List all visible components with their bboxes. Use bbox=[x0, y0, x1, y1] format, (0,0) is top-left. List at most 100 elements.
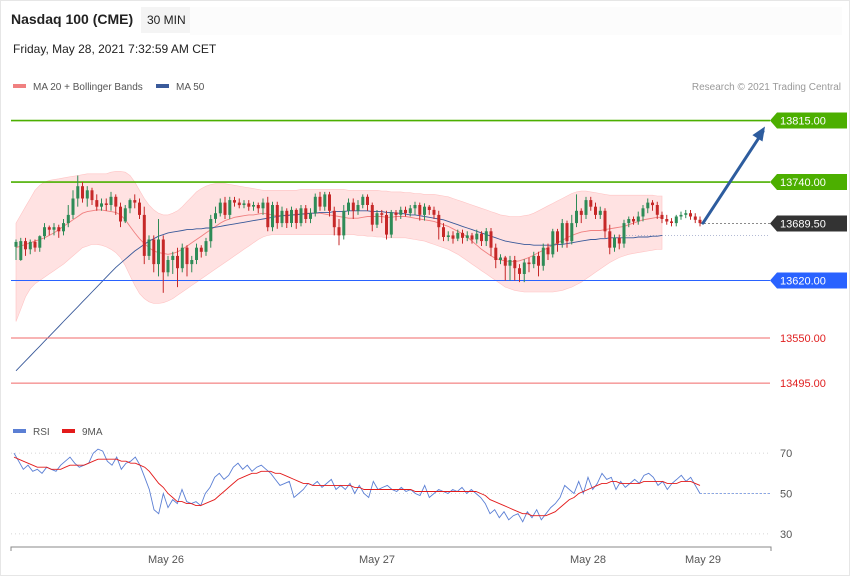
ma50-line bbox=[15, 210, 663, 372]
candle-body bbox=[579, 210, 583, 215]
rsi-ma-line bbox=[13, 456, 701, 517]
candle-body bbox=[19, 241, 23, 260]
candle bbox=[627, 216, 631, 228]
candle-body bbox=[228, 200, 232, 215]
candle-body bbox=[223, 202, 227, 215]
candle-body bbox=[138, 202, 141, 215]
candle bbox=[679, 211, 683, 220]
candle bbox=[518, 264, 521, 283]
candle-body bbox=[247, 203, 251, 207]
candle bbox=[294, 208, 298, 229]
candle bbox=[570, 214, 574, 245]
candle bbox=[427, 205, 431, 215]
candle bbox=[43, 223, 46, 240]
candle bbox=[299, 205, 303, 227]
candle-body bbox=[674, 216, 678, 224]
candle bbox=[603, 208, 607, 238]
candle-body bbox=[404, 209, 407, 214]
forecast-arrow-head bbox=[752, 126, 765, 142]
candle bbox=[527, 257, 531, 273]
candle bbox=[655, 201, 659, 219]
candle bbox=[442, 223, 445, 242]
candle bbox=[413, 201, 417, 215]
candle-body bbox=[119, 206, 122, 222]
candle bbox=[613, 234, 616, 252]
candle bbox=[665, 214, 669, 225]
candle bbox=[456, 229, 460, 242]
candle-body bbox=[551, 231, 555, 255]
candle-body bbox=[199, 247, 203, 252]
candle bbox=[698, 216, 702, 227]
support-label: 13620.00 bbox=[780, 276, 826, 288]
candle-body bbox=[57, 227, 61, 232]
candle-body bbox=[636, 216, 640, 222]
candle bbox=[537, 251, 540, 277]
candle-body bbox=[328, 194, 331, 211]
candle-body bbox=[142, 214, 146, 256]
candle bbox=[660, 211, 664, 224]
candle-body bbox=[100, 203, 103, 207]
candle-body bbox=[413, 205, 417, 209]
candle bbox=[541, 243, 545, 271]
candle bbox=[214, 206, 217, 224]
candle-body bbox=[285, 210, 289, 224]
candle bbox=[242, 200, 246, 209]
candle-body bbox=[152, 239, 156, 265]
candle-body bbox=[442, 227, 445, 237]
candle-body bbox=[418, 205, 422, 215]
candle-body bbox=[109, 196, 113, 205]
candle-body bbox=[427, 206, 431, 210]
candle-body bbox=[114, 196, 118, 207]
candle bbox=[157, 218, 160, 277]
candle-body bbox=[313, 196, 317, 214]
candle-body bbox=[437, 214, 441, 228]
candle bbox=[14, 239, 18, 260]
candle-body bbox=[190, 260, 194, 265]
candle bbox=[47, 225, 51, 236]
candle-body bbox=[304, 208, 308, 219]
candle-body bbox=[541, 247, 545, 266]
candle bbox=[522, 259, 526, 283]
moving-averages bbox=[15, 209, 663, 372]
candle bbox=[332, 206, 336, 236]
candle-body bbox=[698, 219, 702, 224]
candle-body bbox=[641, 208, 645, 217]
candle bbox=[218, 198, 222, 217]
candle bbox=[199, 245, 203, 258]
candle bbox=[446, 231, 450, 242]
candle bbox=[62, 218, 65, 236]
candle-body bbox=[214, 213, 217, 219]
candle bbox=[166, 255, 170, 277]
candle-body bbox=[594, 206, 597, 215]
candle bbox=[513, 255, 517, 281]
candle-body bbox=[375, 213, 379, 225]
ma50-legend-swatch bbox=[156, 84, 169, 88]
candle bbox=[190, 255, 194, 273]
candle-body bbox=[480, 233, 483, 242]
candle-body bbox=[256, 205, 260, 209]
candle-body bbox=[233, 200, 236, 203]
candle bbox=[565, 220, 569, 248]
candle-body bbox=[76, 186, 80, 199]
candle bbox=[66, 205, 70, 228]
candle bbox=[651, 200, 654, 211]
candle bbox=[551, 228, 555, 258]
timeframe-tab[interactable]: 30 MIN bbox=[141, 7, 192, 33]
candle-body bbox=[503, 257, 507, 266]
candle bbox=[546, 243, 550, 260]
candle bbox=[408, 205, 412, 217]
candle-body bbox=[161, 239, 165, 273]
candle bbox=[470, 232, 474, 244]
rsi-legend-swatch bbox=[13, 429, 26, 433]
candle bbox=[161, 235, 165, 293]
candle bbox=[347, 198, 350, 215]
candle-body bbox=[423, 206, 426, 215]
candle bbox=[617, 234, 621, 250]
candle bbox=[285, 208, 289, 228]
ma20-legend-swatch bbox=[13, 84, 26, 88]
candle-body bbox=[52, 227, 56, 230]
candle bbox=[290, 206, 293, 228]
candle-body bbox=[271, 205, 274, 228]
candle-body bbox=[470, 235, 474, 240]
